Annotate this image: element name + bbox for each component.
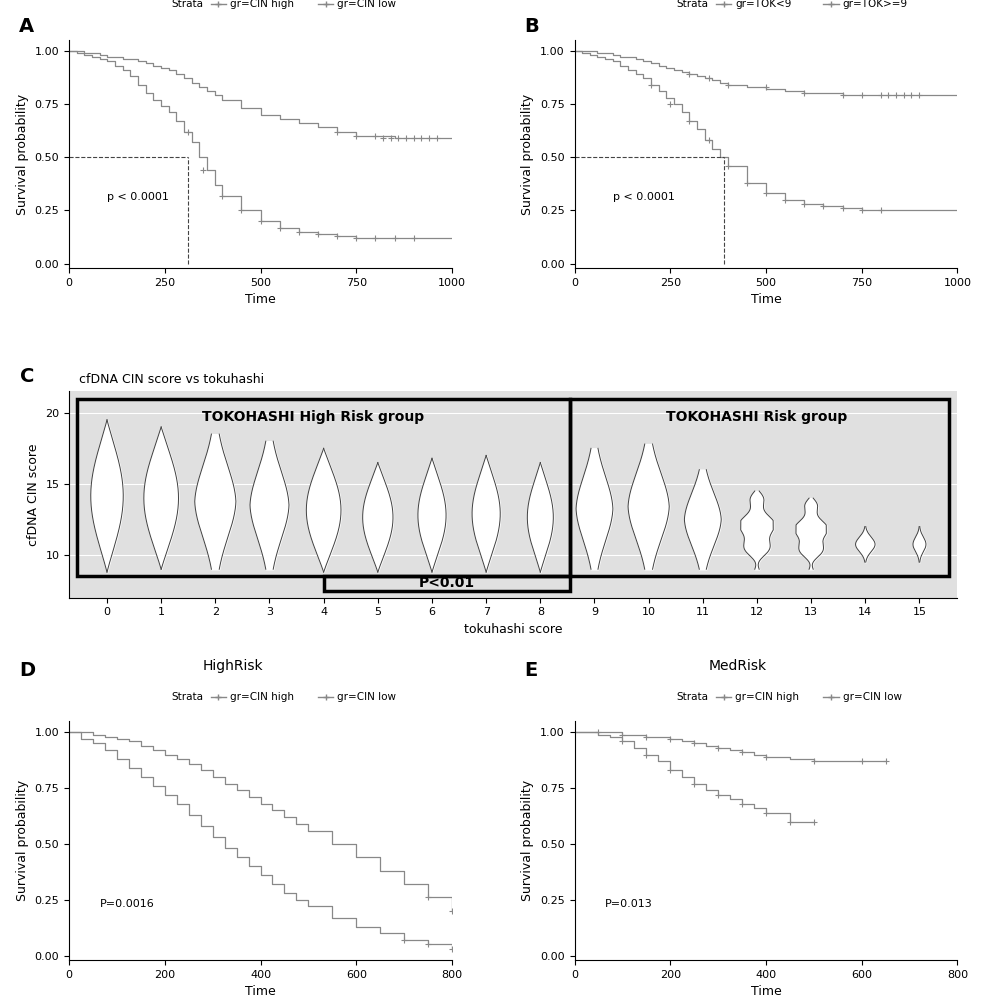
Text: HighRisk: HighRisk xyxy=(203,659,263,673)
Y-axis label: Survival probability: Survival probability xyxy=(16,780,29,901)
Y-axis label: Survival probability: Survival probability xyxy=(521,780,534,901)
Text: MedRisk: MedRisk xyxy=(708,659,766,673)
Text: E: E xyxy=(525,661,537,680)
Text: D: D xyxy=(20,661,35,680)
Text: gr=CIN high: gr=CIN high xyxy=(230,692,294,702)
X-axis label: Time: Time xyxy=(749,985,781,998)
Y-axis label: cfDNA CIN score: cfDNA CIN score xyxy=(27,443,39,546)
Text: gr=CIN low: gr=CIN low xyxy=(842,692,900,702)
Text: P=0.013: P=0.013 xyxy=(604,899,652,909)
Text: gr=CIN low: gr=CIN low xyxy=(337,0,395,9)
Text: TOKOHASHI Risk group: TOKOHASHI Risk group xyxy=(666,410,847,424)
Text: gr=TOK<9: gr=TOK<9 xyxy=(735,0,791,9)
X-axis label: Time: Time xyxy=(245,985,276,998)
X-axis label: tokuhashi score: tokuhashi score xyxy=(463,623,562,636)
Text: Strata: Strata xyxy=(171,692,203,702)
Y-axis label: Survival probability: Survival probability xyxy=(16,93,29,215)
Text: A: A xyxy=(20,17,35,36)
Text: p < 0.0001: p < 0.0001 xyxy=(107,192,169,202)
Text: gr=CIN high: gr=CIN high xyxy=(230,0,294,9)
Text: gr=CIN high: gr=CIN high xyxy=(735,692,799,702)
Text: gr=TOK>=9: gr=TOK>=9 xyxy=(842,0,907,9)
X-axis label: Time: Time xyxy=(245,293,276,306)
X-axis label: Time: Time xyxy=(749,293,781,306)
Text: B: B xyxy=(525,17,539,36)
Text: C: C xyxy=(21,367,35,386)
Text: P<0.01: P<0.01 xyxy=(418,576,474,590)
Bar xyxy=(570,399,949,576)
Bar xyxy=(77,399,570,576)
Text: Strata: Strata xyxy=(675,692,708,702)
Y-axis label: Survival probability: Survival probability xyxy=(521,93,534,215)
Text: Strata: Strata xyxy=(171,0,203,9)
Text: cfDNA CIN score vs tokuhashi: cfDNA CIN score vs tokuhashi xyxy=(79,373,264,386)
Text: TOKOHASHI High Risk group: TOKOHASHI High Risk group xyxy=(201,410,423,424)
Text: p < 0.0001: p < 0.0001 xyxy=(612,192,674,202)
Text: gr=CIN low: gr=CIN low xyxy=(337,692,395,702)
Text: P=0.0016: P=0.0016 xyxy=(100,899,155,909)
Bar xyxy=(323,576,570,591)
Text: Strata: Strata xyxy=(675,0,708,9)
